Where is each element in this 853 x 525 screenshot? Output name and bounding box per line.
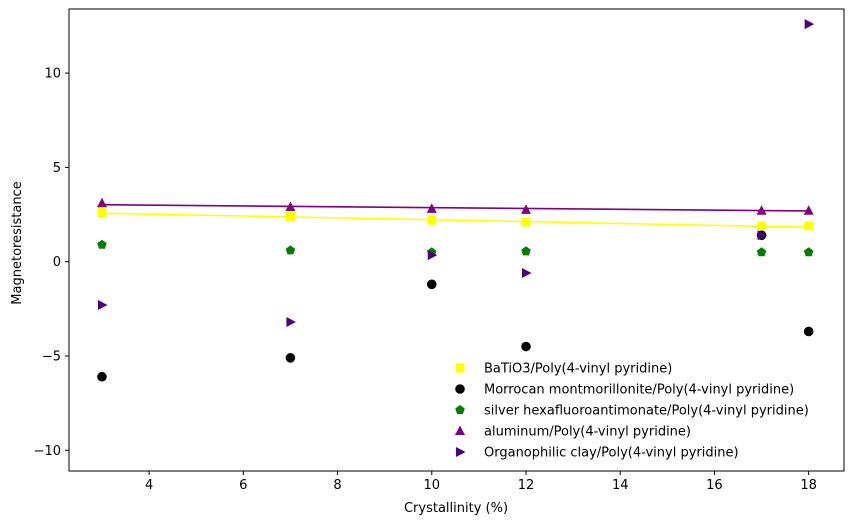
data-point [521,341,531,352]
y-axis: −10 −5 0 5 10 [34,67,69,459]
data-point [97,239,107,249]
legend-marker [455,405,465,415]
y-tick-label: 10 [44,67,61,82]
legend-label: Organophilic clay/Poly(4-vinyl pyridine) [484,446,739,461]
x-tick-label: 10 [423,478,440,493]
data-point [757,221,767,231]
x-tick-label: 16 [706,478,723,493]
data-point [804,221,814,231]
data-point [756,205,767,215]
data-point [97,300,108,311]
data-point [521,268,532,278]
data-point [427,250,438,261]
legend-label: silver hexafluoroantimonate/Poly(4-vinyl… [484,404,809,419]
data-point [285,245,296,255]
legend-marker [456,447,466,457]
data-point [426,203,437,213]
data-point [803,247,814,257]
data-point [521,246,531,256]
x-tick-label: 8 [333,478,341,493]
data-point [757,230,768,241]
x-axis-label: Crystallinity (%) [404,501,508,516]
data-point [285,353,296,363]
data-point [756,247,767,257]
legend-label: aluminum/Poly(4-vinyl pyridine) [484,425,691,440]
data-point [97,208,107,218]
data-point [97,371,107,382]
chart-marks [96,19,815,382]
x-tick-label: 18 [800,478,817,493]
data-point [803,205,814,215]
y-tick-label: 5 [53,161,61,176]
legend-label: Morrocan montmorillonite/Poly(4-vinyl py… [484,383,794,398]
series-3 [96,197,814,215]
data-point [427,215,437,225]
series-0 [97,208,814,231]
legend-label: BaTiO3/Poly(4-vinyl pyridine) [484,362,672,377]
legend-marker [455,363,465,373]
x-tick-label: 6 [239,478,247,493]
data-point [521,217,531,227]
y-tick-label: −10 [34,444,61,459]
plot-area [69,9,844,471]
legend-marker [455,384,465,394]
y-tick-label: 0 [53,255,61,270]
data-point [804,19,815,30]
data-point [803,326,814,337]
y-axis-label: Magnetoresistance [10,181,25,304]
data-point [96,197,107,208]
data-point [285,211,295,221]
x-tick-label: 14 [612,478,629,493]
legend-marker [455,425,465,435]
x-tick-label: 12 [518,478,535,493]
x-axis: 4 6 8 10 12 14 16 18 [145,471,817,493]
series-4 [97,19,815,328]
legend: BaTiO3/Poly(4-vinyl pyridine) Morrocan mo… [455,362,809,461]
data-point [426,279,437,290]
data-point [286,317,296,328]
data-point [520,204,531,214]
data-point [285,201,296,211]
trendline [101,212,809,228]
plot-frame [68,8,845,472]
y-tick-label: −5 [42,349,61,364]
trendline [101,203,809,212]
x-tick-label: 4 [145,478,153,493]
